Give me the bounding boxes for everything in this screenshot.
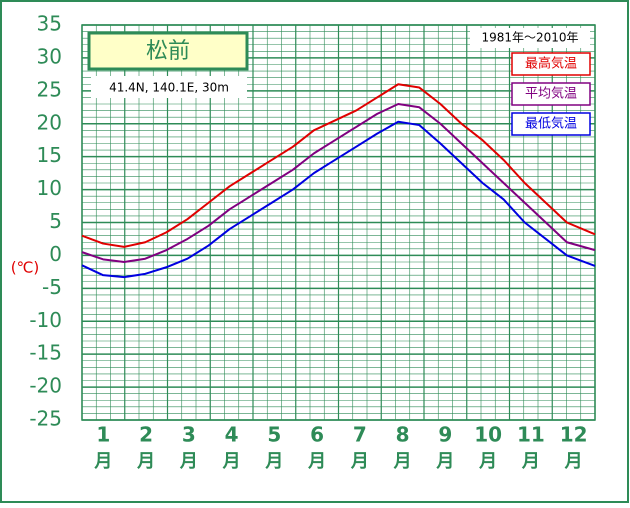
y-tick-label: 10	[37, 176, 62, 200]
x-tick-label: 7	[353, 423, 367, 447]
x-tick-label: 10	[474, 423, 502, 447]
legend-label: 最高気温	[525, 56, 577, 72]
legend-label: 最低気温	[525, 116, 577, 132]
x-tick-label: 2	[139, 423, 153, 447]
series-line	[81, 103, 596, 263]
x-tick-unit: 月	[564, 451, 583, 472]
plot-border	[81, 24, 596, 421]
period: 1981年～2010年	[481, 31, 578, 45]
x-tick-label: 3	[182, 423, 196, 447]
title-box	[87, 31, 249, 71]
chart-title: 松前	[146, 39, 190, 64]
x-tick-unit: 月	[179, 451, 198, 472]
x-tick-unit: 月	[521, 451, 540, 472]
x-tick-label: 5	[267, 423, 281, 447]
y-tick-label: -15	[29, 341, 62, 365]
x-tick-label: 1	[96, 423, 110, 447]
y-tick-label: -5	[42, 275, 62, 299]
x-tick-label: 6	[310, 423, 324, 447]
period-box	[470, 28, 590, 48]
x-tick-unit: 月	[136, 451, 155, 472]
legend-box	[511, 52, 591, 76]
y-tick-label: -25	[29, 407, 62, 431]
y-axis-label: (℃)	[11, 259, 40, 277]
series-line	[81, 120, 596, 279]
legend-box	[511, 112, 591, 136]
y-tick-label: 5	[49, 209, 62, 233]
y-tick-label: -10	[29, 308, 62, 332]
x-tick-label: 9	[438, 423, 452, 447]
x-tick-unit: 月	[264, 451, 283, 472]
x-tick-unit: 月	[393, 451, 412, 472]
y-tick-label: 0	[49, 242, 62, 266]
y-tick-label: -20	[29, 374, 62, 398]
y-tick-label: 30	[37, 44, 62, 68]
x-tick-unit: 月	[222, 451, 241, 472]
x-tick-label: 8	[396, 423, 410, 447]
y-tick-label: 20	[37, 110, 62, 134]
x-tick-unit: 月	[435, 451, 454, 472]
x-tick-label: 12	[560, 423, 588, 447]
series-line	[81, 83, 596, 248]
x-tick-label: 4	[225, 423, 239, 447]
y-tick-label: 35	[37, 12, 62, 36]
x-tick-label: 11	[517, 423, 545, 447]
subtitle-box	[91, 76, 247, 98]
legend-box	[511, 82, 591, 106]
x-tick-unit: 月	[307, 451, 326, 472]
x-tick-unit: 月	[93, 451, 112, 472]
y-tick-label: 15	[37, 143, 62, 167]
legend-label: 平均気温	[525, 86, 577, 102]
subtitle: 41.4N, 140.1E, 30m	[109, 81, 229, 95]
x-tick-unit: 月	[478, 451, 497, 472]
x-tick-unit: 月	[350, 451, 369, 472]
y-tick-label: 25	[37, 77, 62, 101]
